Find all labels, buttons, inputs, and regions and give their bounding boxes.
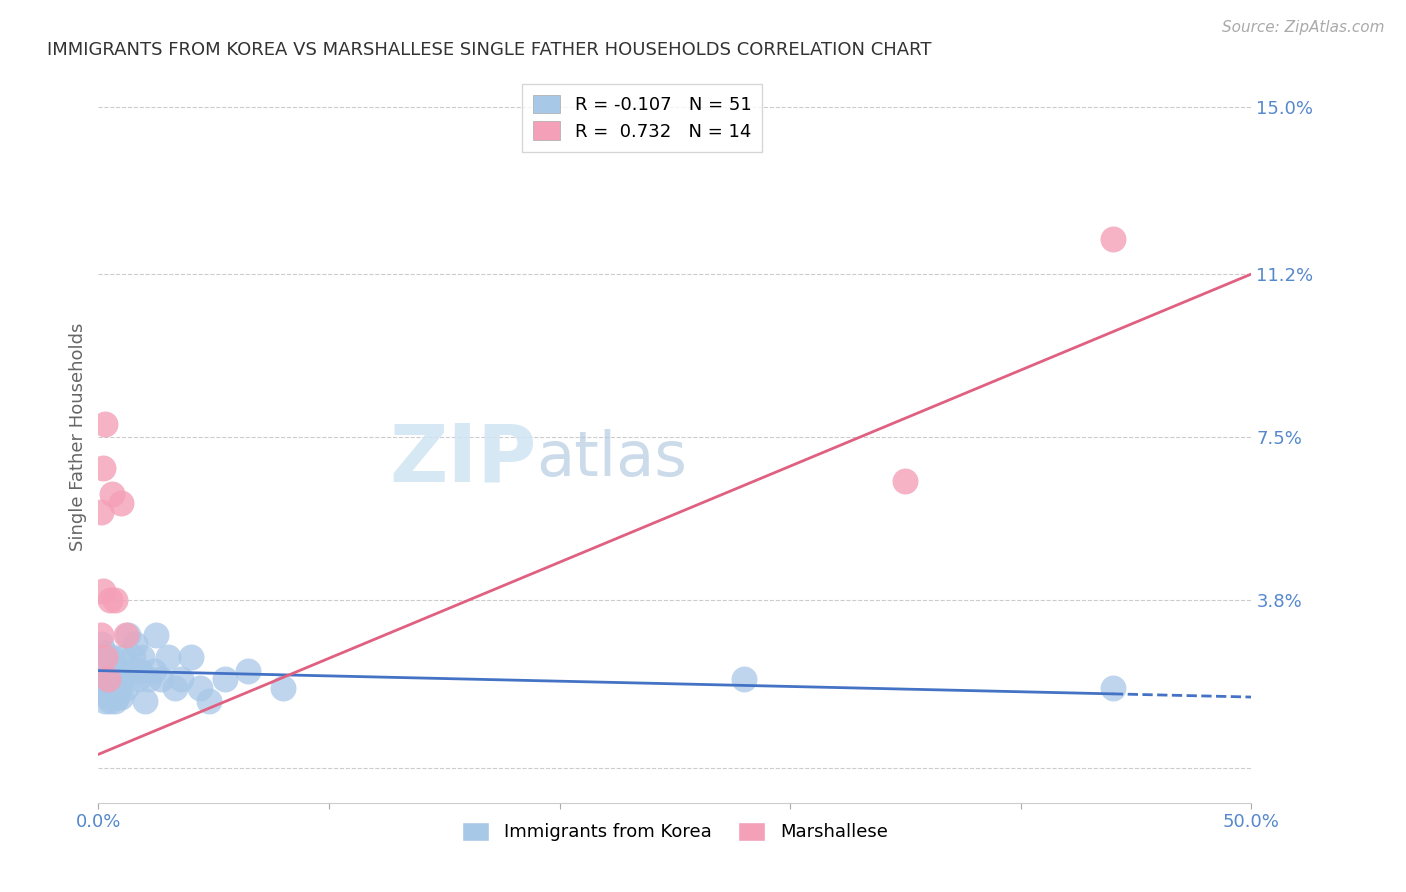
- Point: [97, 673, 120, 687]
- Point: [98, 694, 121, 708]
- Point: [131, 650, 153, 665]
- Point: [1102, 681, 1125, 696]
- Point: [115, 664, 138, 678]
- Point: [108, 681, 131, 696]
- Point: [156, 650, 179, 665]
- Point: [145, 628, 167, 642]
- Point: [91, 461, 114, 475]
- Point: [129, 664, 152, 678]
- Point: [163, 681, 186, 696]
- Point: [103, 694, 125, 708]
- Point: [110, 690, 132, 704]
- Point: [110, 673, 132, 687]
- Text: atlas: atlas: [537, 429, 688, 489]
- Point: [98, 681, 121, 696]
- Point: [91, 650, 114, 665]
- Point: [94, 646, 117, 660]
- Point: [894, 474, 917, 488]
- Point: [97, 673, 120, 687]
- Point: [91, 673, 114, 687]
- Legend: Immigrants from Korea, Marshallese: Immigrants from Korea, Marshallese: [454, 814, 896, 848]
- Text: ZIP: ZIP: [389, 420, 537, 498]
- Point: [101, 487, 124, 501]
- Point: [101, 650, 124, 665]
- Point: [103, 681, 125, 696]
- Point: [90, 637, 112, 651]
- Point: [180, 650, 202, 665]
- Point: [188, 681, 211, 696]
- Point: [134, 694, 156, 708]
- Point: [103, 593, 125, 607]
- Point: [238, 664, 260, 678]
- Point: [127, 673, 149, 687]
- Point: [98, 593, 121, 607]
- Point: [115, 628, 138, 642]
- Point: [170, 673, 193, 687]
- Point: [733, 673, 755, 687]
- Point: [91, 584, 114, 599]
- Point: [214, 673, 236, 687]
- Point: [110, 496, 132, 510]
- Point: [94, 417, 117, 431]
- Point: [115, 681, 138, 696]
- Point: [122, 650, 145, 665]
- Point: [97, 690, 120, 704]
- Text: Source: ZipAtlas.com: Source: ZipAtlas.com: [1222, 20, 1385, 35]
- Point: [198, 694, 221, 708]
- Point: [138, 673, 160, 687]
- Point: [94, 681, 117, 696]
- Point: [90, 664, 112, 678]
- Text: IMMIGRANTS FROM KOREA VS MARSHALLESE SINGLE FATHER HOUSEHOLDS CORRELATION CHART: IMMIGRANTS FROM KOREA VS MARSHALLESE SIN…: [46, 41, 931, 59]
- Point: [112, 650, 135, 665]
- Point: [91, 681, 114, 696]
- Point: [124, 637, 146, 651]
- Point: [97, 650, 120, 665]
- Point: [105, 673, 128, 687]
- Point: [117, 628, 139, 642]
- Point: [94, 694, 117, 708]
- Point: [1102, 232, 1125, 246]
- Point: [142, 664, 165, 678]
- Point: [94, 664, 117, 678]
- Point: [98, 664, 121, 678]
- Point: [90, 505, 112, 519]
- Point: [271, 681, 294, 696]
- Point: [94, 650, 117, 665]
- Point: [90, 628, 112, 642]
- Point: [105, 690, 128, 704]
- Point: [108, 664, 131, 678]
- Y-axis label: Single Father Households: Single Father Households: [69, 323, 87, 551]
- Point: [149, 673, 172, 687]
- Point: [101, 673, 124, 687]
- Point: [103, 664, 125, 678]
